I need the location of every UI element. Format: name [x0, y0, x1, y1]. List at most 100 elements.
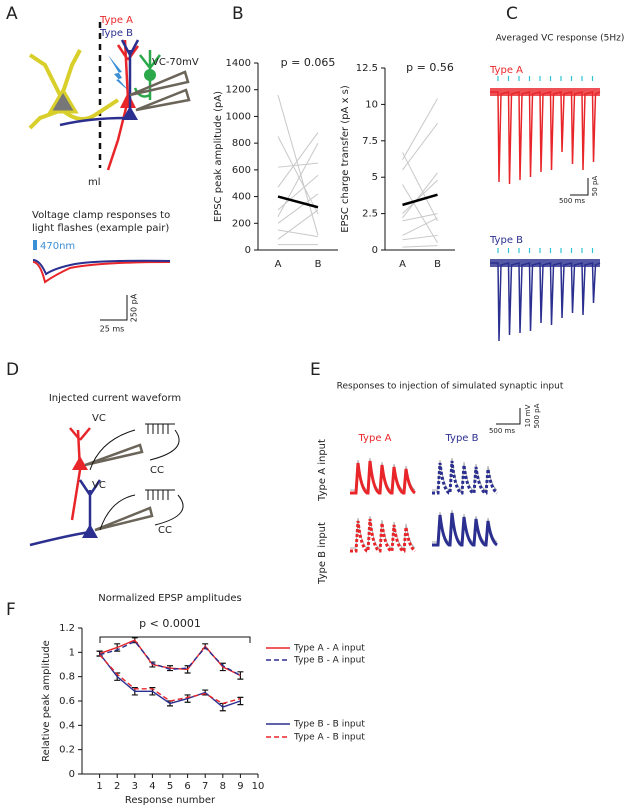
scale-bar	[100, 295, 128, 321]
scale-label: 500 ms	[559, 197, 585, 205]
cc-label: CC	[158, 525, 172, 536]
scale-label: 25 ms	[100, 325, 125, 334]
layer-label: ml	[88, 177, 101, 188]
y-tick-label: 1000	[226, 111, 251, 122]
red-soma	[72, 456, 88, 470]
label-type-a: Type A	[489, 65, 523, 76]
blue-neuron	[59, 39, 140, 127]
chart-title: p = 0.56	[406, 61, 454, 74]
caption: Voltage clamp responses to	[32, 210, 170, 221]
scale-bar	[570, 178, 589, 196]
scale-label: 250 pA	[130, 293, 139, 322]
electrode-label: VC-70mV	[152, 57, 199, 68]
legend-label: Type B - B input	[293, 720, 365, 730]
trace	[490, 262, 601, 342]
yellow-neuron	[28, 49, 120, 130]
vc-label: VC	[92, 480, 106, 491]
pair-line	[402, 123, 438, 171]
pair-line	[402, 172, 438, 219]
scale-label: 10 mV	[524, 404, 532, 427]
y-tick-label: 0	[69, 769, 75, 780]
panel-label: D	[6, 360, 19, 380]
light-flash	[108, 55, 130, 92]
electrode	[84, 443, 144, 467]
arrow	[149, 429, 180, 461]
label-type-b: Type B	[99, 28, 133, 39]
y-tick-label: 0.8	[59, 672, 75, 683]
pair-line	[402, 98, 438, 160]
x-tick-label: 3	[132, 781, 138, 792]
y-tick-label: 1200	[226, 85, 251, 96]
panel-label: C	[506, 4, 518, 24]
x-tick-label: A	[275, 259, 282, 270]
y-axis-label: EPSC peak amplitude (pA)	[213, 91, 224, 222]
arrow	[89, 429, 136, 471]
x-tick-label: 9	[237, 781, 243, 792]
y-tick-label: 0.4	[59, 720, 75, 731]
y-tick-label: 7.5	[362, 136, 378, 147]
trace	[432, 512, 498, 547]
x-tick-label: 7	[202, 781, 208, 792]
y-tick-label: 5	[372, 172, 378, 183]
x-tick-label: 1	[96, 781, 102, 792]
x-tick-label: 8	[220, 781, 226, 792]
y-tick-label: 1400	[226, 58, 251, 69]
trace	[432, 460, 498, 495]
vc-label: VC	[92, 413, 106, 424]
scale-bar	[496, 408, 521, 425]
pair-line	[402, 152, 438, 222]
pair-line	[277, 229, 319, 238]
panel-title: Injected current waveform	[49, 393, 181, 404]
row-label: Type A input	[317, 439, 328, 502]
electrodes	[129, 70, 191, 112]
trace	[32, 259, 171, 276]
panel-label: B	[232, 4, 244, 24]
pair-line	[277, 209, 319, 240]
x-tick-label: 10	[252, 781, 265, 792]
pair-line	[277, 193, 319, 224]
label-type-b: Type B	[489, 235, 523, 246]
trace	[490, 91, 601, 185]
y-axis-label: Relative peak amplitude	[41, 640, 52, 762]
stim-label: 470nm	[40, 241, 75, 252]
pair-line	[277, 132, 319, 188]
stim-bar	[33, 240, 37, 250]
panel-title: Responses to injection of simulated syna…	[337, 382, 564, 392]
caption: light flashes (example pair)	[32, 223, 169, 234]
y-tick-label: 12.5	[356, 63, 378, 74]
yellow-soma	[47, 87, 79, 114]
blue-soma	[82, 524, 98, 538]
red-soma	[120, 92, 136, 108]
panel-label: F	[6, 600, 16, 620]
x-tick-label: A	[399, 259, 406, 270]
x-tick-label: B	[434, 259, 441, 270]
chart-title: Normalized EPSP amplitudes	[98, 593, 242, 604]
row-label: Type B input	[317, 522, 328, 585]
scale-label: 500 pA	[533, 403, 541, 428]
trace-noise	[490, 88, 600, 96]
y-axis-label: EPSC charge transfer (pA x s)	[340, 85, 351, 233]
panel-label: A	[6, 4, 18, 24]
label-type-a: Type A	[358, 433, 392, 444]
pair-line	[402, 234, 438, 241]
trace	[350, 460, 416, 495]
y-tick-label: 800	[232, 138, 251, 149]
legend-label: Type A - A input	[293, 644, 365, 654]
x-axis-label: Response number	[125, 795, 216, 806]
red-neuron	[69, 427, 91, 521]
x-tick-label: 5	[167, 781, 173, 792]
y-tick-label: 200	[232, 218, 251, 229]
x-tick-label: 2	[114, 781, 120, 792]
x-tick-label: 4	[149, 781, 155, 792]
arrow	[154, 494, 184, 526]
pair-line	[277, 195, 319, 209]
annotation: p < 0.0001	[139, 617, 201, 630]
trace	[32, 261, 171, 284]
pair-line	[277, 142, 319, 217]
cc-label: CC	[150, 465, 164, 476]
arrow	[99, 494, 136, 531]
legend-label: Type B - A input	[293, 656, 365, 666]
legend-label: Type A - B input	[293, 733, 365, 743]
pair-line	[402, 179, 438, 214]
